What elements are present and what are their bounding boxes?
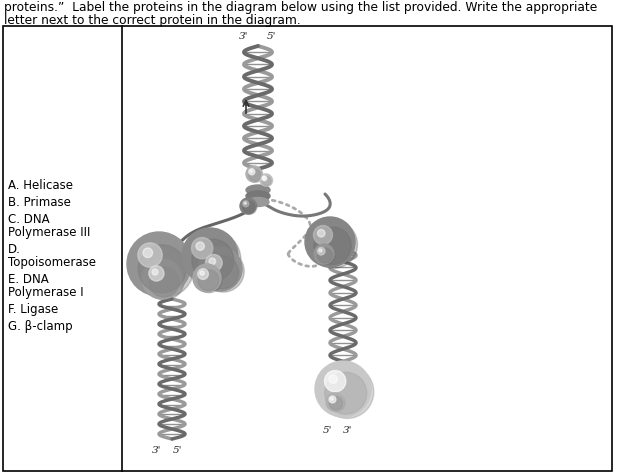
- Circle shape: [314, 227, 351, 264]
- Circle shape: [315, 361, 371, 417]
- Text: 5': 5': [323, 426, 333, 435]
- Circle shape: [329, 375, 337, 383]
- Circle shape: [310, 221, 358, 268]
- Circle shape: [324, 371, 346, 392]
- Text: F. Ligase: F. Ligase: [8, 303, 58, 316]
- Text: 3': 3': [344, 426, 353, 435]
- Circle shape: [134, 237, 194, 298]
- Circle shape: [127, 232, 191, 296]
- Text: E. DNA: E. DNA: [8, 273, 49, 286]
- Text: 3': 3': [152, 446, 162, 455]
- Circle shape: [200, 271, 204, 275]
- Text: Polymerase I: Polymerase I: [8, 286, 84, 299]
- Circle shape: [261, 175, 272, 186]
- Circle shape: [244, 202, 246, 204]
- Ellipse shape: [247, 198, 269, 207]
- Circle shape: [243, 201, 255, 213]
- Circle shape: [138, 243, 162, 267]
- Circle shape: [196, 242, 204, 250]
- Circle shape: [191, 237, 213, 259]
- Circle shape: [241, 199, 257, 214]
- Circle shape: [143, 248, 153, 257]
- Circle shape: [316, 246, 335, 264]
- Text: Polymerase III: Polymerase III: [8, 226, 90, 239]
- Circle shape: [250, 170, 253, 173]
- Circle shape: [149, 266, 164, 281]
- Circle shape: [188, 232, 241, 285]
- Circle shape: [260, 174, 272, 186]
- Circle shape: [197, 269, 209, 279]
- Circle shape: [206, 255, 222, 271]
- Circle shape: [313, 226, 332, 245]
- Circle shape: [240, 198, 256, 214]
- Text: 5': 5': [267, 32, 277, 41]
- Circle shape: [149, 267, 179, 297]
- Text: letter next to the correct protein in the diagram.: letter next to the correct protein in th…: [4, 14, 301, 27]
- Circle shape: [248, 167, 263, 182]
- Circle shape: [198, 270, 219, 291]
- Circle shape: [206, 256, 239, 289]
- Circle shape: [249, 169, 255, 175]
- Circle shape: [329, 397, 343, 410]
- Text: proteins.”  Label the proteins in the diagram below using the list provided. Wri: proteins.” Label the proteins in the dia…: [4, 1, 597, 14]
- Circle shape: [209, 258, 215, 264]
- Ellipse shape: [246, 191, 270, 201]
- Circle shape: [314, 244, 334, 264]
- Text: D.: D.: [8, 243, 21, 256]
- Circle shape: [262, 176, 267, 181]
- Text: C. DNA: C. DNA: [8, 213, 50, 226]
- Circle shape: [142, 259, 182, 299]
- Circle shape: [202, 250, 245, 292]
- Circle shape: [328, 394, 345, 411]
- Text: 3': 3': [240, 32, 249, 41]
- Circle shape: [329, 396, 336, 403]
- Circle shape: [321, 365, 374, 419]
- Circle shape: [318, 248, 332, 263]
- Circle shape: [249, 169, 261, 181]
- Text: 5': 5': [173, 446, 183, 455]
- Circle shape: [246, 166, 262, 182]
- Circle shape: [318, 247, 325, 255]
- Circle shape: [331, 398, 333, 400]
- Circle shape: [146, 262, 184, 300]
- Text: Topoisomerase: Topoisomerase: [8, 256, 96, 269]
- Circle shape: [263, 177, 265, 179]
- Circle shape: [319, 249, 322, 252]
- Circle shape: [182, 228, 238, 284]
- Circle shape: [196, 266, 222, 293]
- Circle shape: [305, 217, 355, 267]
- Circle shape: [318, 229, 325, 237]
- Circle shape: [198, 247, 242, 291]
- Circle shape: [192, 239, 234, 281]
- Text: A. Helicase: A. Helicase: [8, 179, 73, 192]
- Circle shape: [152, 269, 158, 275]
- Circle shape: [138, 245, 186, 293]
- Circle shape: [325, 372, 367, 414]
- Circle shape: [326, 393, 344, 411]
- Ellipse shape: [246, 185, 270, 195]
- Circle shape: [262, 176, 271, 185]
- Text: G. β-clamp: G. β-clamp: [8, 320, 72, 333]
- Circle shape: [193, 264, 221, 292]
- Circle shape: [243, 201, 249, 207]
- Text: B. Primase: B. Primase: [8, 196, 71, 209]
